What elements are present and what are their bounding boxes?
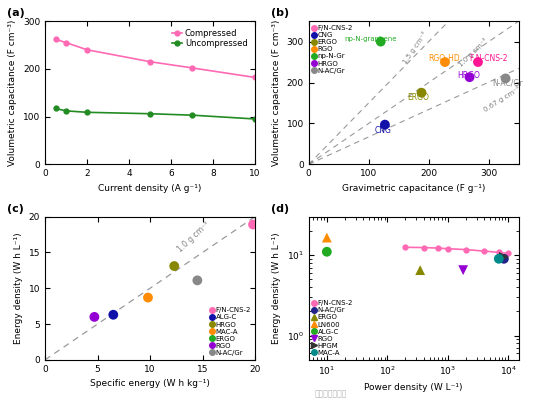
Text: CNG: CNG	[375, 126, 391, 135]
Point	[249, 221, 257, 228]
Point	[465, 74, 474, 80]
Legend: Compressed, Uncompressed: Compressed, Uncompressed	[169, 25, 251, 52]
X-axis label: Gravimetric capacitance (F g⁻¹): Gravimetric capacitance (F g⁻¹)	[342, 184, 485, 193]
Compressed	[189, 66, 195, 70]
Point	[323, 248, 331, 255]
Uncompressed	[52, 106, 59, 111]
Point	[144, 294, 152, 301]
Text: 1.0 g cm⁻³: 1.0 g cm⁻³	[458, 37, 489, 68]
Point	[500, 254, 508, 260]
Text: N-AC/Gr: N-AC/Gr	[492, 78, 523, 87]
Point	[459, 267, 467, 273]
Y-axis label: Energy density (W h L⁻¹): Energy density (W h L⁻¹)	[14, 232, 23, 344]
Compressed	[252, 75, 258, 80]
Point	[494, 256, 503, 262]
Text: (d): (d)	[271, 204, 289, 214]
Legend: F/N-CNS-2, ALG-C, HRGO, MAC-A, ERGO, RGO, N-AC/Gr: F/N-CNS-2, ALG-C, HRGO, MAC-A, ERGO, RGO…	[210, 307, 252, 356]
Point	[501, 75, 510, 82]
Y-axis label: Volumetric capacitance (F cm⁻³): Volumetric capacitance (F cm⁻³)	[9, 20, 17, 166]
Uncompressed	[252, 116, 258, 121]
Point	[381, 122, 389, 128]
Text: (c): (c)	[7, 204, 24, 214]
Legend: F/N-CNS-2, CNG, ERGO, RGO, np-N-Gr, HRGO, N-AC/Gr: F/N-CNS-2, CNG, ERGO, RGO, np-N-Gr, HRGO…	[312, 25, 354, 74]
Y-axis label: Volumetric capacitance (F cm⁻³): Volumetric capacitance (F cm⁻³)	[272, 20, 281, 166]
Point	[109, 312, 117, 318]
Point	[323, 234, 331, 241]
Legend: F/N-CNS-2, N-AC/Gr, ERGO, LN600, ALG-C, RGO, HPGM, MAC-A: F/N-CNS-2, N-AC/Gr, ERGO, LN600, ALG-C, …	[312, 300, 354, 356]
Point	[376, 38, 385, 45]
Point	[474, 59, 482, 65]
Text: np-N-graphene: np-N-graphene	[344, 36, 397, 42]
Uncompressed	[84, 110, 90, 115]
Compressed	[52, 37, 59, 42]
Text: HRGO: HRGO	[458, 71, 481, 80]
Y-axis label: Energy density (W h L⁻¹): Energy density (W h L⁻¹)	[272, 232, 281, 344]
Point	[417, 90, 426, 96]
Point	[441, 59, 449, 65]
Line: Compressed: Compressed	[53, 37, 257, 80]
Uncompressed	[189, 113, 195, 118]
Text: 1.5 g cm⁻³: 1.5 g cm⁻³	[402, 31, 429, 65]
Uncompressed	[147, 111, 153, 116]
Line: Uncompressed: Uncompressed	[53, 106, 257, 122]
Text: F,N-CNS-2: F,N-CNS-2	[469, 54, 507, 63]
Point	[193, 277, 202, 284]
Text: (a): (a)	[7, 8, 25, 18]
X-axis label: Specific energy (W h kg⁻¹): Specific energy (W h kg⁻¹)	[90, 379, 210, 388]
Text: ERGO: ERGO	[408, 93, 429, 102]
X-axis label: Current density (A g⁻¹): Current density (A g⁻¹)	[98, 184, 202, 193]
Text: RGO-HD: RGO-HD	[429, 54, 460, 63]
Text: 1.0 g cm⁻³: 1.0 g cm⁻³	[176, 220, 212, 254]
Text: 材科技析与应用: 材科技析与应用	[315, 389, 347, 398]
Compressed	[147, 59, 153, 64]
Compressed	[63, 40, 69, 45]
Point	[170, 263, 178, 269]
Point	[500, 256, 508, 262]
Text: (b): (b)	[271, 8, 289, 18]
Compressed	[84, 47, 90, 52]
Point	[90, 314, 99, 320]
Point	[416, 267, 425, 273]
Text: 0.67 g cm⁻³: 0.67 g cm⁻³	[483, 85, 522, 113]
Uncompressed	[63, 108, 69, 113]
X-axis label: Power density (W L⁻¹): Power density (W L⁻¹)	[365, 383, 463, 392]
